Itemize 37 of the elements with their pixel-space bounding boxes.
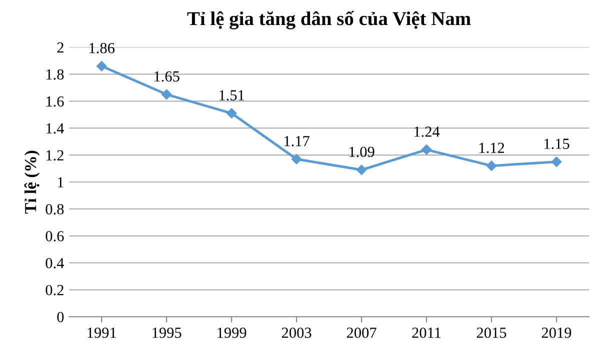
data-label: 1.15 xyxy=(544,138,570,150)
y-tick-label: 1.8 xyxy=(46,69,64,80)
data-label: 1.51 xyxy=(220,90,244,101)
y-tick-label: 2 xyxy=(57,42,64,53)
y-tick-label: 1 xyxy=(58,177,64,188)
x-tick-label: 2015 xyxy=(476,328,506,338)
data-label: 1.24 xyxy=(414,126,440,137)
x-tick-label: 2011 xyxy=(412,328,441,338)
point xyxy=(421,144,432,155)
x-tick-label: 1995 xyxy=(152,328,182,338)
point xyxy=(291,154,302,164)
y-tick-label: 1.2 xyxy=(46,150,64,161)
x-tick-label: 2007 xyxy=(346,328,376,338)
point xyxy=(161,89,172,100)
point xyxy=(486,160,497,171)
x-tick-label: 2019 xyxy=(542,328,572,338)
y-tick-label: 0 xyxy=(57,312,64,322)
y-axis-title: Tỉ lệ (%) xyxy=(24,150,40,214)
data-label: 1.17 xyxy=(284,136,310,146)
y-tick-label: 0.4 xyxy=(46,258,64,268)
x-tick-label: 2003 xyxy=(282,328,312,338)
data-label: 1.12 xyxy=(479,142,504,154)
x-tick-label: 1991 xyxy=(88,328,116,338)
y-tick-label: 0.8 xyxy=(46,204,64,214)
data-label: 1.86 xyxy=(90,42,115,54)
data-label: 1.09 xyxy=(350,146,374,158)
data-label: 1.65 xyxy=(154,71,180,82)
y-tick-label: 0.2 xyxy=(46,284,64,296)
y-tick-label: 1.4 xyxy=(46,123,64,134)
point xyxy=(551,156,562,167)
x-tick-label: 1999 xyxy=(218,328,246,338)
point xyxy=(226,108,237,118)
chart-title: Tỉ lệ gia tăng dân số của Việt Nam xyxy=(187,10,471,30)
point xyxy=(356,164,367,175)
point xyxy=(96,61,107,72)
y-tick-label: 0.6 xyxy=(46,231,64,242)
y-tick-label: 1.6 xyxy=(46,96,64,107)
